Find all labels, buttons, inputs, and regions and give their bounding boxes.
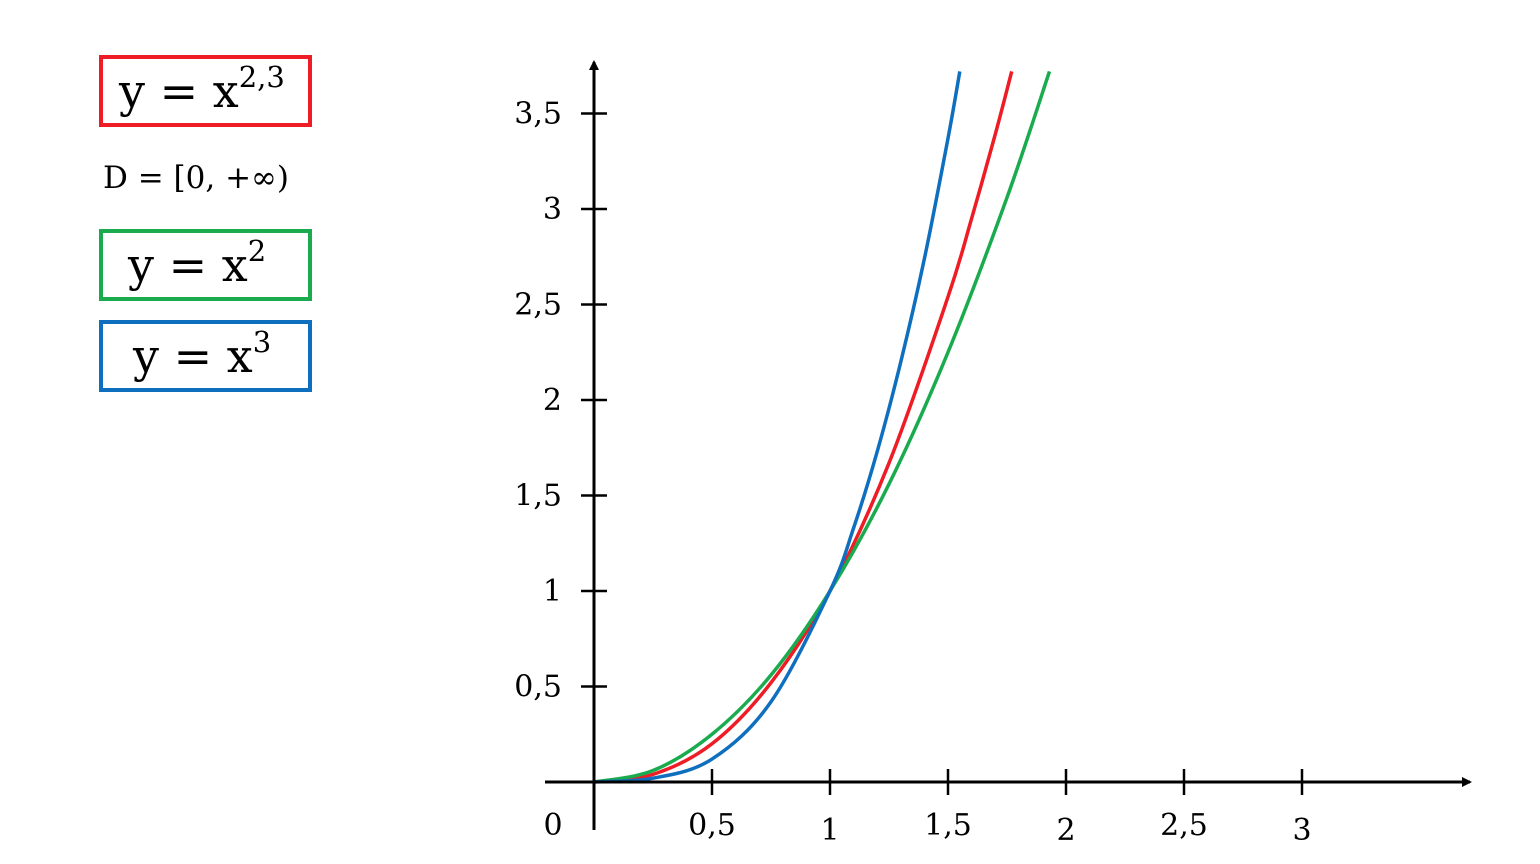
legend-item-x-pow-2-3: y = x2,3 [99,55,312,127]
legend-item-x-pow-2: y = x2 [99,229,312,301]
tick-layer: 0,5 1 1,5 2 2,5 3 0,5 1 1,5 2 2,5 3 3,5 [514,97,1311,849]
x-tick-label: 2 [1056,813,1075,848]
series-x-pow-3-line [593,71,962,784]
x-tick-label: 1,5 [924,808,972,843]
series-x-pow-2-line [593,70,1052,784]
legend-formula: y = x2,3 [119,60,285,118]
y-tick-label: 0,5 [514,670,562,705]
y-tick-label: 1,5 [514,479,562,514]
y-tick-label: 2 [543,383,562,418]
domain-label: D = [0, +∞) [103,160,289,196]
y-tick-label: 2,5 [514,288,562,323]
x-tick-label: 2,5 [1160,808,1208,843]
legend-formula: y = x2 [128,234,267,292]
legend-formula: y = x3 [133,325,272,383]
y-tick-label: 1 [543,574,562,609]
y-tick-label: 3 [543,192,562,227]
x-tick-label: 1 [820,813,839,848]
series-layer [593,70,1052,784]
series-x-pow-2-3-line [593,71,1014,784]
y-tick-label: 3,5 [514,97,562,132]
origin-label: 0 [543,808,562,843]
x-tick-label: 3 [1292,813,1311,848]
x-tick-label: 0,5 [688,808,736,843]
legend-item-x-pow-3: y = x3 [99,320,312,392]
